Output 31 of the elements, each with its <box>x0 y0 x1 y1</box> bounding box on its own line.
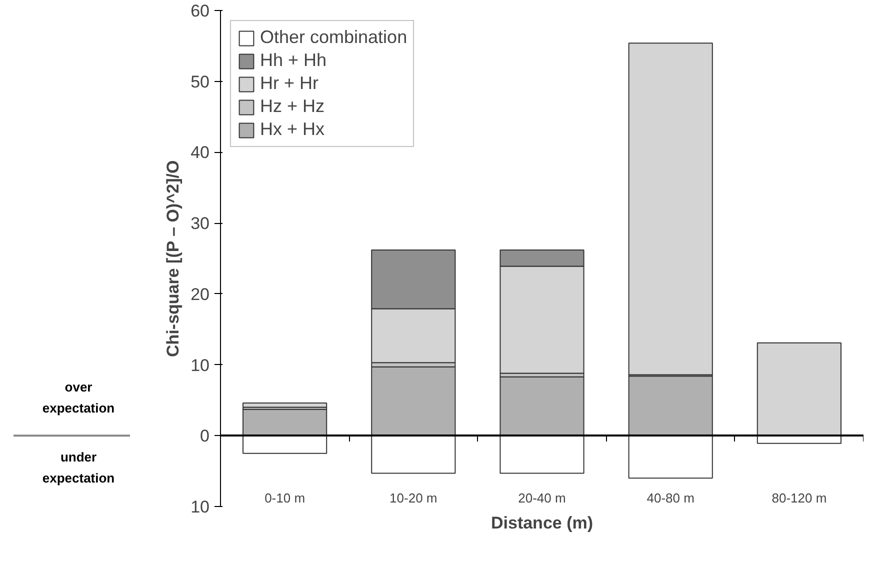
legend-label: Hr + Hr <box>260 73 318 94</box>
y-tick-label: 10 <box>190 356 210 375</box>
x-tick-label: 20-40 m <box>518 490 566 506</box>
y-tick-label: 0 <box>200 426 210 446</box>
legend-label: Other combination <box>260 27 408 48</box>
bar <box>371 435 456 474</box>
y-tick-label: 20 <box>190 284 210 304</box>
bar <box>242 435 328 454</box>
bar <box>242 408 328 436</box>
y-axis-title: Chi-square [(P – O)^2]/O <box>164 160 183 357</box>
x-tick-label: 0-10 m <box>264 490 306 506</box>
text: under expectation <box>42 450 115 486</box>
legend-label: Hz + Hz <box>260 96 325 117</box>
legend-label: Hx + Hx <box>260 119 325 140</box>
x-axis-title: Distance (m) <box>490 514 594 532</box>
bar <box>242 402 328 408</box>
y-tick-label: 50 <box>190 72 210 92</box>
y-tick-label: 30 <box>190 214 210 234</box>
bar <box>628 435 713 479</box>
x-tick-label: 80-120 m <box>772 490 827 506</box>
x-tick-label: 10-20 m <box>390 490 438 506</box>
bar <box>756 342 842 436</box>
y-tick-label: 10 <box>190 498 210 516</box>
y-tick-label: 60 <box>190 2 210 20</box>
text: over expectation <box>42 379 115 416</box>
bar <box>500 376 584 436</box>
bar <box>371 366 456 436</box>
bar <box>500 435 584 474</box>
legend-label: Hh + Hh <box>260 50 327 71</box>
x-tick-label: 40-80 m <box>646 490 694 506</box>
y-tick-label: 40 <box>190 143 210 162</box>
